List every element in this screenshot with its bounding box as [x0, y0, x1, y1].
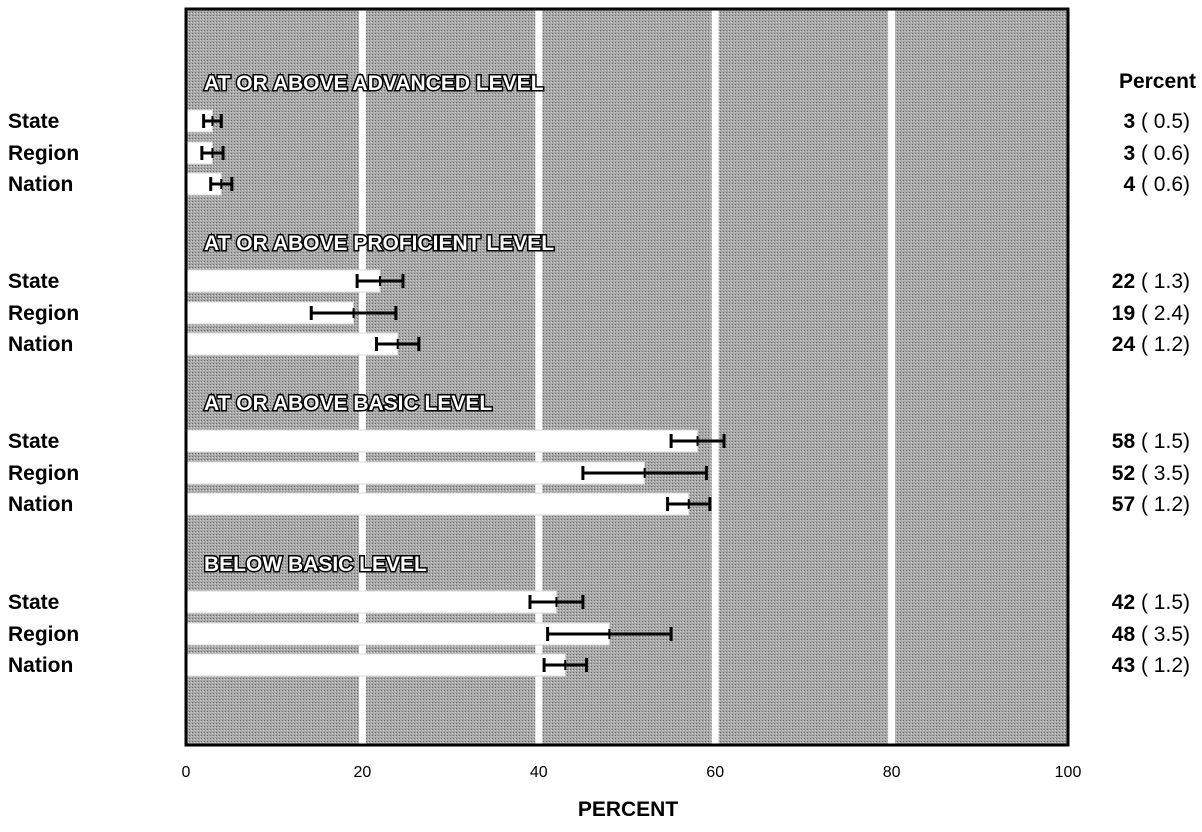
percent-value: 57 ( 1.2)	[1112, 493, 1190, 516]
percent-column-header: Percent	[1119, 70, 1196, 93]
percent-estimate: 58	[1112, 430, 1136, 453]
standard-error: ( 0.5)	[1135, 110, 1190, 133]
x-tick-label: 20	[354, 764, 372, 781]
bar	[185, 461, 646, 485]
percent-value: 48 ( 3.5)	[1112, 623, 1190, 646]
row-label: Nation	[8, 654, 73, 677]
percent-estimate: 3	[1123, 142, 1135, 165]
percent-value: 42 ( 1.5)	[1112, 591, 1190, 614]
level-title: AT OR ABOVE PROFICIENT LEVEL	[204, 232, 554, 255]
level-title: BELOW BASIC LEVEL	[204, 553, 427, 576]
row-label: Nation	[8, 493, 73, 516]
row-label: Nation	[8, 173, 73, 196]
percent-value: 58 ( 1.5)	[1112, 430, 1190, 453]
standard-error: ( 1.2)	[1135, 493, 1190, 516]
percent-estimate: 22	[1112, 270, 1135, 293]
bar	[185, 332, 399, 356]
bar	[185, 269, 381, 293]
percent-estimate: 43	[1112, 654, 1135, 677]
row-label: State	[8, 430, 59, 453]
percent-value: 43 ( 1.2)	[1112, 654, 1190, 677]
percent-estimate: 19	[1112, 302, 1135, 325]
percent-value: 24 ( 1.2)	[1112, 333, 1190, 356]
x-tick-label: 60	[706, 764, 724, 781]
level-title: AT OR ABOVE BASIC LEVEL	[204, 392, 492, 415]
percent-value: 3 ( 0.6)	[1123, 142, 1190, 165]
level-title: AT OR ABOVE ADVANCED LEVEL	[204, 72, 544, 95]
plot-background	[186, 9, 1068, 745]
percent-estimate: 52	[1112, 462, 1135, 485]
bar	[185, 653, 566, 677]
percent-value: 22 ( 1.3)	[1112, 270, 1190, 293]
percent-value: 52 ( 3.5)	[1112, 462, 1190, 485]
row-label: Region	[8, 302, 79, 325]
plot-frame	[184, 7, 1070, 747]
row-label: State	[8, 591, 59, 614]
percent-value: 3 ( 0.5)	[1123, 110, 1190, 133]
percent-estimate: 24	[1112, 333, 1136, 356]
standard-error: ( 3.5)	[1135, 462, 1190, 485]
row-label: Region	[8, 462, 79, 485]
x-axis-title: PERCENT	[578, 798, 679, 821]
standard-error: ( 1.3)	[1135, 270, 1190, 293]
standard-error: ( 3.5)	[1135, 623, 1190, 646]
standard-error: ( 1.5)	[1135, 430, 1190, 453]
x-tick-label: 0	[182, 764, 191, 781]
percent-value: 4 ( 0.6)	[1123, 173, 1190, 196]
row-label: Region	[8, 623, 79, 646]
x-tick-label: 100	[1055, 764, 1082, 781]
percent-estimate: 48	[1112, 623, 1136, 646]
percent-estimate: 42	[1112, 591, 1135, 614]
row-label: State	[8, 110, 59, 133]
percent-estimate: 4	[1123, 173, 1135, 196]
standard-error: ( 0.6)	[1135, 173, 1190, 196]
standard-error: ( 1.2)	[1135, 333, 1190, 356]
x-tick-label: 40	[530, 764, 548, 781]
row-label: Region	[8, 142, 79, 165]
percent-value: 19 ( 2.4)	[1112, 302, 1190, 325]
bar	[185, 429, 699, 453]
standard-error: ( 0.6)	[1135, 142, 1190, 165]
percent-estimate: 57	[1112, 493, 1135, 516]
percent-estimate: 3	[1123, 110, 1135, 133]
row-label: Nation	[8, 333, 73, 356]
standard-error: ( 1.2)	[1135, 654, 1190, 677]
standard-error: ( 2.4)	[1135, 302, 1190, 325]
x-tick-label: 80	[883, 764, 901, 781]
row-label: State	[8, 270, 59, 293]
bar	[185, 622, 610, 646]
bar	[185, 492, 690, 516]
standard-error: ( 1.5)	[1135, 591, 1190, 614]
bar	[185, 590, 557, 614]
